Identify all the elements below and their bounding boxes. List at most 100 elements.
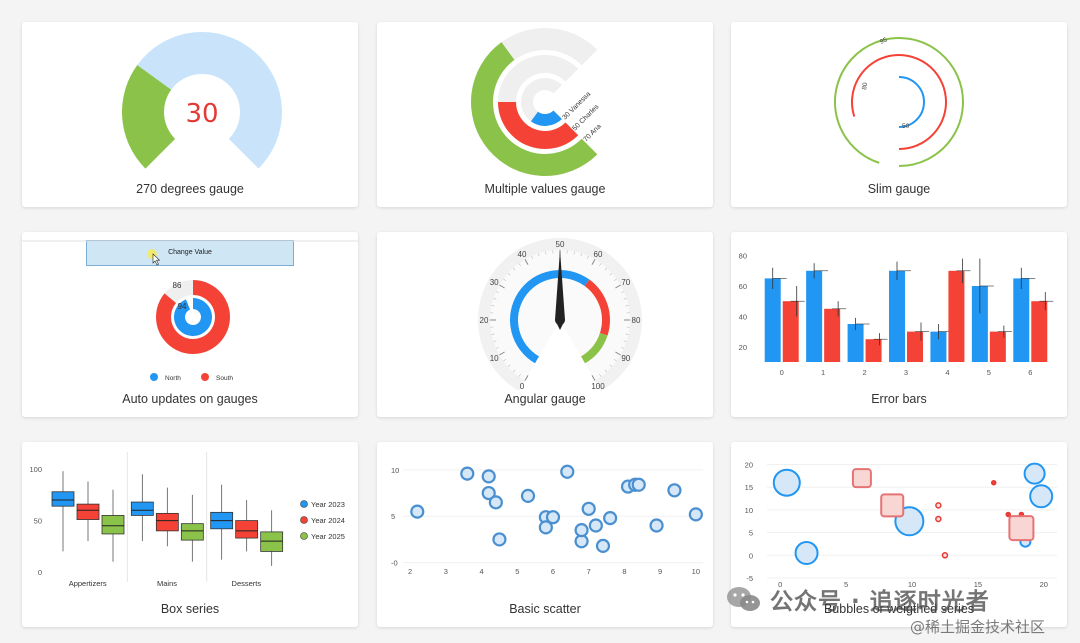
y-tick-label: 20	[745, 461, 753, 470]
error-bar-rect	[989, 331, 1006, 362]
angular-tick-mark	[591, 375, 596, 381]
x-tick-label: 10	[908, 580, 916, 589]
angular-minor-tick	[604, 267, 608, 271]
scatter-point	[492, 532, 507, 547]
auto-updates-gauge-chart: 86 94 North South	[22, 240, 358, 382]
bubble-dot	[941, 552, 949, 559]
error-bar-rect	[847, 324, 864, 362]
scatter-point	[481, 469, 496, 484]
bubble-circle	[1029, 484, 1054, 509]
angular-tick-label: 20	[480, 316, 489, 325]
bubble-circle	[1023, 462, 1046, 485]
gauge-ring-value	[498, 102, 579, 149]
bubble-circle	[794, 541, 819, 566]
scatter-point	[520, 488, 536, 503]
card-auto-updates-gauge[interactable]: Change Value 86 94 North South Auto updates…	[22, 232, 358, 417]
slim-gauge-label: 95	[879, 36, 889, 46]
scatter-point	[631, 477, 646, 492]
scatter-point	[649, 518, 664, 533]
bubble-dot	[990, 479, 997, 486]
error-bar-rect	[930, 331, 947, 362]
error-bar-rect	[907, 331, 923, 362]
angular-gauge-chart: 0 10 20 30 40 50 60 70 80 90 100	[478, 237, 642, 392]
bubble-dot	[935, 502, 942, 509]
box-rect	[101, 515, 125, 535]
angular-tick-mark	[524, 375, 529, 381]
card-caption: Bubbles or weigthed series	[823, 602, 975, 616]
y-tick-label: 50	[34, 517, 42, 526]
box-rect	[130, 501, 154, 516]
x-tick-label: 9	[658, 567, 662, 576]
card-basic-scatter[interactable]: 10 5 -0 2 3 4 5 6 7 8 9 10 Basic scatter	[377, 442, 713, 627]
scatter-point	[481, 485, 496, 501]
angular-needle-hub	[555, 315, 565, 325]
angular-band	[581, 332, 608, 364]
angular-tick-mark	[615, 351, 621, 356]
angular-minor-tick	[493, 340, 497, 342]
angular-tick-mark	[615, 284, 621, 289]
card-error-bars[interactable]: 20 40 60 80 0 1 2 3 4 5 6 Error bars	[731, 232, 1067, 417]
gauge-value-label: 30	[185, 99, 218, 129]
x-tick-label: 5	[515, 567, 519, 576]
gauge-inner-value	[173, 298, 212, 336]
error-bar-rect	[865, 339, 882, 362]
y-tick-label: 40	[739, 312, 747, 321]
legend-swatch	[300, 500, 308, 508]
bubble-square	[1008, 515, 1035, 542]
angular-tick-mark	[499, 284, 505, 289]
card-caption: Angular gauge	[504, 392, 586, 406]
angular-minor-tick	[495, 346, 499, 349]
angular-minor-tick	[507, 272, 511, 276]
watermark: 公众号 · 追逐时光者	[727, 582, 1060, 618]
bubble-square	[880, 493, 905, 518]
angular-minor-tick	[507, 364, 511, 368]
x-tick-label: 0	[778, 580, 782, 589]
legend-south-swatch	[201, 373, 209, 381]
box-rect	[260, 531, 284, 552]
x-tick-label: 7	[587, 567, 591, 576]
angular-minor-tick	[491, 333, 495, 335]
scatter-point	[667, 483, 682, 498]
gauge-value-arc	[122, 64, 176, 169]
angular-tick-label: 90	[621, 354, 630, 363]
x-tick-label: 2	[408, 567, 412, 576]
bubbles-chart: 20 15 10 5 0 -5 0 5 10 15 20	[745, 461, 1057, 589]
box-series-chart: 100 50 0 Appertizers Mains Desserts Year 2023 Y…	[29, 452, 345, 588]
angular-tick-label: 40	[518, 250, 527, 259]
card-multiple-values-gauge[interactable]: 30 Vanessa 50 Charles 70 Ana Multiple valu…	[377, 22, 713, 207]
angular-minor-tick	[625, 305, 629, 307]
card-270-gauge[interactable]: 30 270 degrees gauge	[22, 22, 358, 207]
category-label: Desserts	[232, 579, 262, 588]
angular-tick-label: 70	[621, 278, 630, 287]
watermark-title: 公众号 · 追逐时光者	[770, 589, 990, 615]
x-tick-label: 4	[945, 368, 949, 377]
card-box-series[interactable]: 100 50 0 Appertizers Mains Desserts Year 2023 Y…	[22, 442, 358, 627]
card-slim-gauge[interactable]: 95 80 50 Slim gauge	[731, 22, 1067, 207]
angular-tick-label: 0	[520, 382, 525, 391]
angular-tick-label: 60	[594, 250, 603, 259]
change-value-label: Change Value	[168, 249, 212, 256]
error-bar-rect	[948, 270, 965, 362]
angular-tick-label: 10	[490, 354, 499, 363]
angular-tick-mark	[591, 259, 596, 265]
scatter-point	[538, 520, 553, 535]
y-tick-label: 80	[739, 252, 747, 261]
box-rect	[235, 520, 259, 539]
angular-needle	[555, 250, 565, 330]
gauge-ring-label: 70 Ana	[582, 123, 602, 143]
card-caption: Slim gauge	[867, 182, 931, 196]
angular-minor-tick	[621, 291, 625, 294]
card-angular-gauge[interactable]: 0 10 20 30 40 50 60 70 80 90 100 Angular gauge	[377, 232, 713, 417]
y-tick-label: 100	[29, 465, 42, 474]
error-bar-rect	[889, 270, 905, 362]
angular-minor-tick	[586, 255, 589, 259]
x-tick-label: 5	[987, 368, 991, 377]
y-tick-label: 60	[739, 282, 747, 291]
angular-minor-tick	[545, 251, 547, 255]
card-bubbles[interactable]: 20 15 10 5 0 -5 0 5 10 15 20 Bubbles or weigthed s…	[731, 442, 1067, 627]
slim-gauge-arc	[851, 54, 947, 150]
card-caption: Auto updates on gauges	[122, 392, 258, 406]
error-bar-rect	[824, 308, 841, 362]
x-tick-label: 6	[1028, 368, 1032, 377]
y-tick-label: 0	[38, 568, 42, 577]
